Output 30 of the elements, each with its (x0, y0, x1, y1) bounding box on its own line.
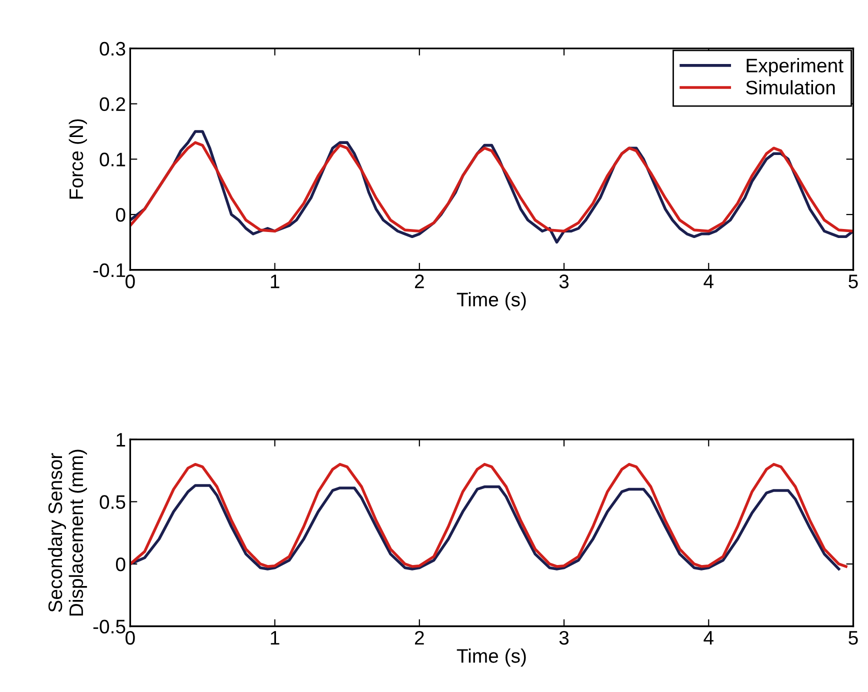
x-tick-label: 5 (848, 631, 858, 645)
y-axis-title: Secondary Sensor Displacement (mm) (48, 450, 87, 616)
y-tick-label: 0 (116, 208, 126, 222)
x-tick-label: 1 (270, 274, 280, 288)
y-tick-label: 0.2 (100, 97, 126, 112)
x-axis-title: Time (s) (456, 648, 526, 667)
x-tick-label: 5 (848, 274, 858, 288)
legend-label: Simulation (746, 80, 835, 94)
legend-label: Experiment (746, 58, 844, 76)
y-axis-title: Force (N) (68, 119, 87, 199)
y-tick-label: 1 (116, 433, 126, 446)
x-tick-label: 4 (704, 631, 714, 645)
x-tick-label: 4 (704, 274, 714, 288)
x-axis-title: Time (s) (456, 292, 526, 310)
y-tick-label: 0.3 (100, 42, 126, 56)
x-tick-label: 2 (414, 274, 424, 288)
line-series (130, 141, 854, 233)
line-series (130, 484, 840, 570)
x-tick-label: 0 (126, 630, 135, 645)
x-tick-label: 0 (126, 274, 135, 288)
line-series (130, 462, 848, 568)
y-tick-label: -0.5 (93, 620, 126, 634)
x-tick-label: 2 (414, 630, 424, 645)
x-tick-label: 3 (559, 630, 569, 645)
x-tick-label: 3 (559, 274, 569, 288)
y-tick-label: 0 (116, 557, 126, 572)
y-tick-label: -0.1 (93, 263, 126, 278)
x-tick-label: 1 (270, 631, 280, 645)
y-tick-label: 0.5 (100, 495, 126, 509)
y-tick-label: 0.1 (100, 152, 126, 166)
